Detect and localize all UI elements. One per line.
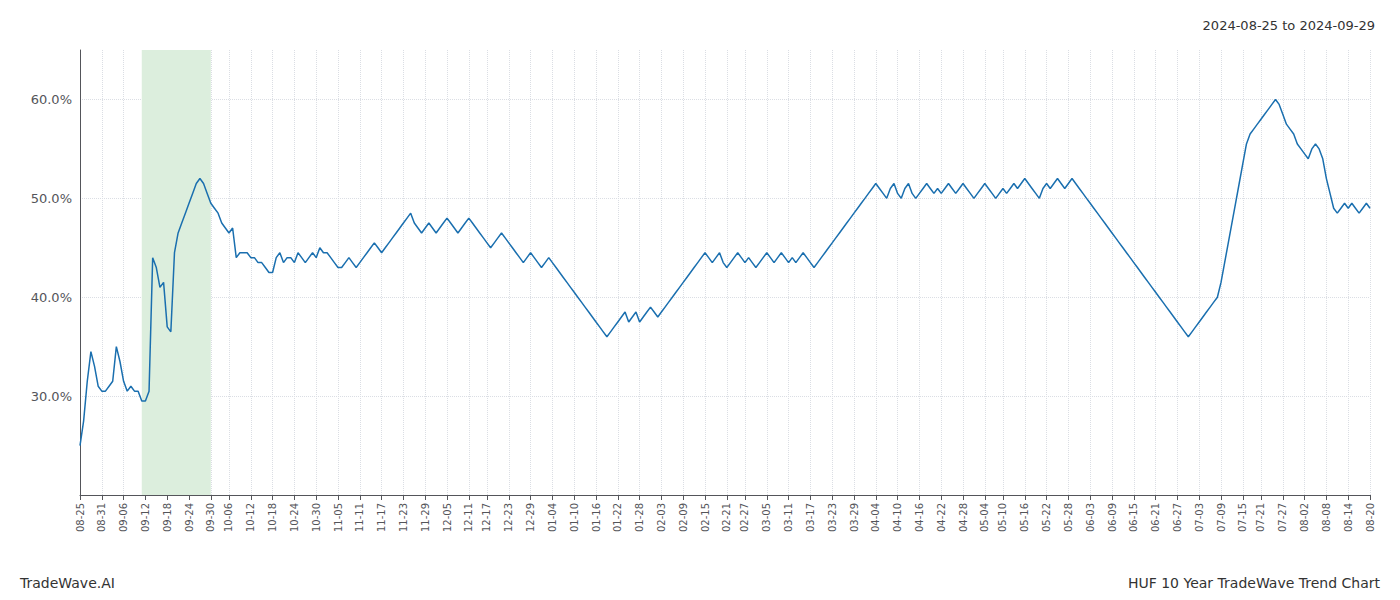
svg-text:12-11: 12-11 (463, 503, 474, 532)
svg-text:10-24: 10-24 (289, 503, 300, 532)
svg-text:03-11: 03-11 (783, 503, 794, 532)
svg-text:01-16: 01-16 (591, 503, 602, 532)
svg-text:06-21: 06-21 (1150, 503, 1161, 532)
svg-text:05-10: 05-10 (997, 503, 1008, 532)
svg-text:08-31: 08-31 (96, 503, 107, 532)
svg-text:HUF 10 Year TradeWave Trend Ch: HUF 10 Year TradeWave Trend Chart (1128, 575, 1381, 591)
svg-text:08-20: 08-20 (1365, 503, 1376, 532)
svg-text:02-03: 02-03 (656, 503, 667, 532)
svg-text:07-09: 07-09 (1216, 503, 1227, 532)
svg-text:09-30: 09-30 (205, 503, 216, 532)
svg-text:05-04: 05-04 (979, 503, 990, 532)
svg-text:10-30: 10-30 (311, 503, 322, 532)
svg-text:01-28: 01-28 (634, 503, 645, 532)
svg-text:50.0%: 50.0% (31, 191, 72, 206)
svg-text:2024-08-25 to 2024-09-29: 2024-08-25 to 2024-09-29 (1203, 18, 1375, 33)
svg-text:06-15: 06-15 (1128, 503, 1139, 532)
svg-text:11-23: 11-23 (398, 503, 409, 532)
svg-text:01-04: 01-04 (547, 503, 558, 532)
svg-text:02-21: 02-21 (721, 503, 732, 532)
svg-text:02-15: 02-15 (700, 503, 711, 532)
svg-text:TradeWave.AI: TradeWave.AI (19, 575, 115, 591)
svg-text:12-29: 12-29 (525, 503, 536, 532)
svg-text:09-12: 09-12 (140, 503, 151, 532)
svg-text:02-27: 02-27 (739, 503, 750, 532)
svg-text:05-22: 05-22 (1041, 503, 1052, 532)
svg-text:11-05: 11-05 (333, 503, 344, 532)
svg-text:09-06: 09-06 (118, 503, 129, 532)
svg-text:12-17: 12-17 (481, 503, 492, 532)
svg-text:02-09: 02-09 (678, 503, 689, 532)
svg-text:03-23: 03-23 (827, 503, 838, 532)
svg-text:04-28: 04-28 (958, 503, 969, 532)
svg-text:04-22: 04-22 (936, 503, 947, 532)
svg-text:05-28: 05-28 (1063, 503, 1074, 532)
svg-text:10-12: 10-12 (245, 503, 256, 532)
svg-text:03-29: 03-29 (849, 503, 860, 532)
svg-text:04-10: 04-10 (892, 503, 903, 532)
svg-text:09-18: 09-18 (162, 503, 173, 532)
svg-text:07-27: 07-27 (1277, 503, 1288, 532)
svg-text:10-18: 10-18 (267, 503, 278, 532)
svg-text:40.0%: 40.0% (31, 290, 72, 305)
svg-text:09-24: 09-24 (184, 503, 195, 532)
svg-text:08-02: 08-02 (1299, 503, 1310, 532)
svg-text:12-23: 12-23 (503, 503, 514, 532)
svg-text:07-21: 07-21 (1255, 503, 1266, 532)
svg-text:12-05: 12-05 (442, 503, 453, 532)
svg-text:04-16: 04-16 (914, 503, 925, 532)
svg-text:03-17: 03-17 (805, 503, 816, 532)
svg-text:08-14: 08-14 (1343, 503, 1354, 532)
svg-text:11-29: 11-29 (420, 503, 431, 532)
svg-text:03-05: 03-05 (761, 503, 772, 532)
svg-text:07-03: 07-03 (1194, 503, 1205, 532)
svg-text:10-06: 10-06 (223, 503, 234, 532)
svg-text:01-22: 01-22 (612, 503, 623, 532)
svg-text:60.0%: 60.0% (31, 92, 72, 107)
svg-text:08-08: 08-08 (1321, 503, 1332, 532)
svg-text:06-09: 06-09 (1107, 503, 1118, 532)
svg-text:08-25: 08-25 (75, 503, 86, 532)
svg-text:01-10: 01-10 (569, 503, 580, 532)
svg-text:11-11: 11-11 (354, 503, 365, 532)
svg-text:30.0%: 30.0% (31, 389, 72, 404)
svg-text:05-16: 05-16 (1019, 503, 1030, 532)
svg-text:04-04: 04-04 (870, 503, 881, 532)
svg-text:07-15: 07-15 (1237, 503, 1248, 532)
svg-text:11-17: 11-17 (376, 503, 387, 532)
svg-text:06-27: 06-27 (1172, 503, 1183, 532)
svg-text:06-03: 06-03 (1085, 503, 1096, 532)
